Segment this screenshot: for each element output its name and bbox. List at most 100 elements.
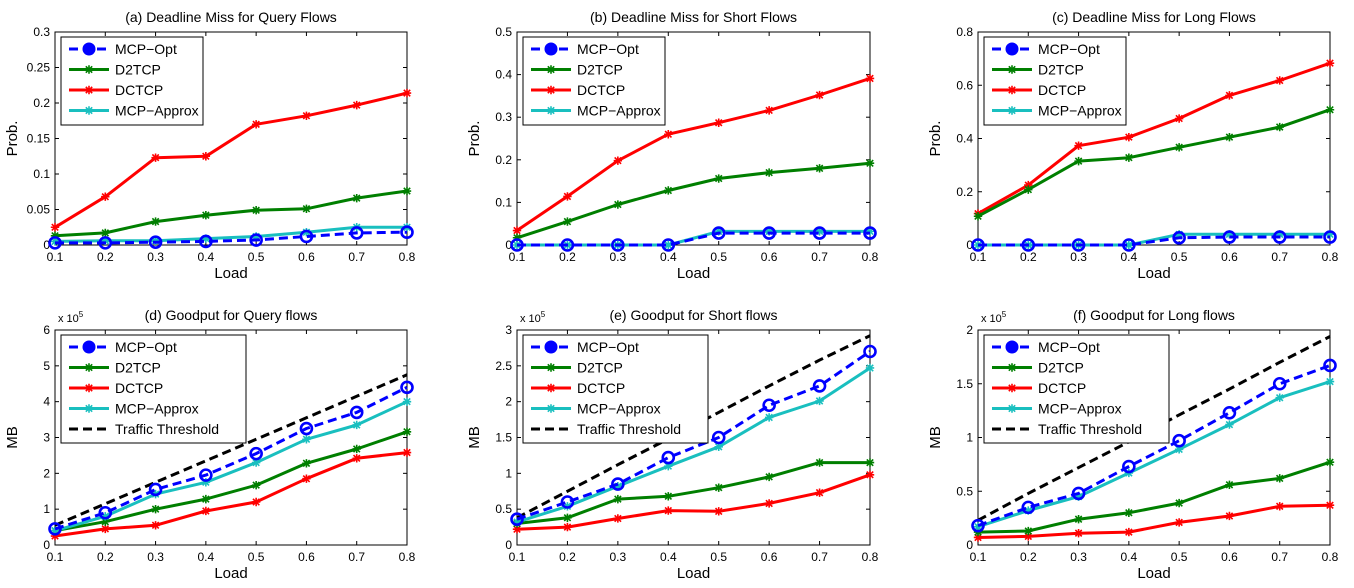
data-point [510,238,524,252]
data-point [1275,76,1284,85]
y-tick-label: 0.25 [27,61,51,75]
series-d2tcp [973,105,1335,221]
series-line [54,91,408,229]
data-point [48,236,62,250]
legend-marker [546,85,556,95]
legend-item: DCTCP [992,82,1086,98]
chart-panel-1: 0.1 0.2 0.3 0.4 0.5 0.6 0.7 0.8 0 0.05 0.1 0.15 0.2 0… [4,9,416,282]
data-point [764,227,774,236]
legend-item: Traffic Threshold [531,421,681,437]
data-point [349,405,364,420]
x-axis-label: Load [214,265,247,282]
y-tick-label: 0.5 [956,484,973,498]
data-point [1172,231,1186,245]
x-tick-label: 0.8 [399,250,416,264]
legend-label: Traffic Threshold [1038,421,1142,437]
data-point [714,227,723,236]
legend: MCP−Opt D2TCP DCTCP MCP−Approx Traffic Thres… [60,334,247,444]
data-point [151,504,160,514]
data-point [512,517,522,527]
x-tick-label: 0.4 [198,250,215,264]
legend: MCP−Opt D2TCP DCTCP MCP−Approx [522,36,666,126]
legend-label: MCP−Approx [577,103,661,119]
legend-label: D2TCP [1038,360,1084,376]
data-point [1323,358,1337,373]
series-mcp-opt [510,344,877,527]
series-line [517,231,870,247]
y-tick-label: 0 [43,238,50,252]
data-point [201,210,211,220]
data-point [101,192,110,201]
axis-multiplier: x 105 [981,310,1007,325]
y-tick-label: 0.2 [495,153,512,167]
x-tick-label: 0.5 [248,250,265,264]
legend-item: DCTCP [531,380,625,396]
legend-label: MCP−Approx [1038,103,1122,119]
series-line [54,373,408,527]
chart-title: (b) Deadline Miss for Short Flows [590,9,797,25]
data-point [1325,105,1335,114]
data-point [815,488,824,497]
data-point [714,118,723,127]
data-point [1272,230,1287,244]
data-point [1325,230,1335,239]
legend-label: D2TCP [115,360,161,376]
data-point [1225,511,1234,521]
data-point [352,454,361,463]
data-point [1124,132,1134,142]
y-tick-label: 2 [505,395,512,409]
data-point [201,152,211,161]
data-point [560,495,575,509]
data-point [664,461,673,471]
series-line [54,451,408,538]
y-tick-label: 6 [43,323,50,337]
data-point [101,236,110,245]
x-tick-label: 0.7 [811,250,828,264]
legend-label: MCP−Opt [115,339,177,355]
data-point [151,521,160,530]
x-tick-label: 0.7 [348,250,365,264]
legend-label: DCTCP [115,380,163,396]
data-point [1122,459,1136,474]
data-point [1174,230,1184,239]
x-tick-label: 0.8 [1322,250,1339,264]
data-point [1222,230,1237,244]
data-point [1275,393,1284,402]
y-tick-label: 0.3 [33,25,50,39]
data-point [661,450,676,465]
y-tick-label: 1 [505,466,512,480]
y-tick-label: 2 [43,466,50,480]
data-point [611,477,625,491]
x-tick-label: 0.1 [47,250,64,264]
y-tick-label: 0.5 [495,25,512,39]
data-point [251,497,261,507]
data-point [101,524,110,534]
series-line [978,235,1330,247]
x-tick-label: 0.1 [509,250,526,264]
y-tick-label: 5 [43,359,50,373]
legend-label: MCP−Approx [115,401,199,417]
data-point [661,238,676,252]
x-tick-label: 0.5 [710,250,727,264]
data-point [764,499,774,508]
legend-item: D2TCP [69,62,161,78]
data-point [402,427,412,436]
legend-label: MCP−Approx [1038,401,1122,417]
legend-marker [1007,363,1017,372]
y-tick-label: 3 [505,323,512,337]
legend-label: MCP−Opt [577,41,639,57]
data-point [973,522,983,531]
x-tick-label: 0.5 [248,550,265,564]
chart-panel-4: 0.1 0.2 0.3 0.4 0.5 0.6 0.7 0.8 0 1 2 3 4 5 6 (d) Goodp… [4,307,416,582]
legend-label: MCP−Opt [115,41,177,57]
series-line [977,61,1331,215]
series-mcp-opt [971,358,1337,533]
data-point [199,468,213,482]
x-tick-label: 0.5 [1171,250,1188,264]
legend-item: DCTCP [69,380,163,396]
legend-marker [1007,106,1017,115]
axis-multiplier: x 105 [58,310,84,325]
data-point [1174,143,1184,152]
